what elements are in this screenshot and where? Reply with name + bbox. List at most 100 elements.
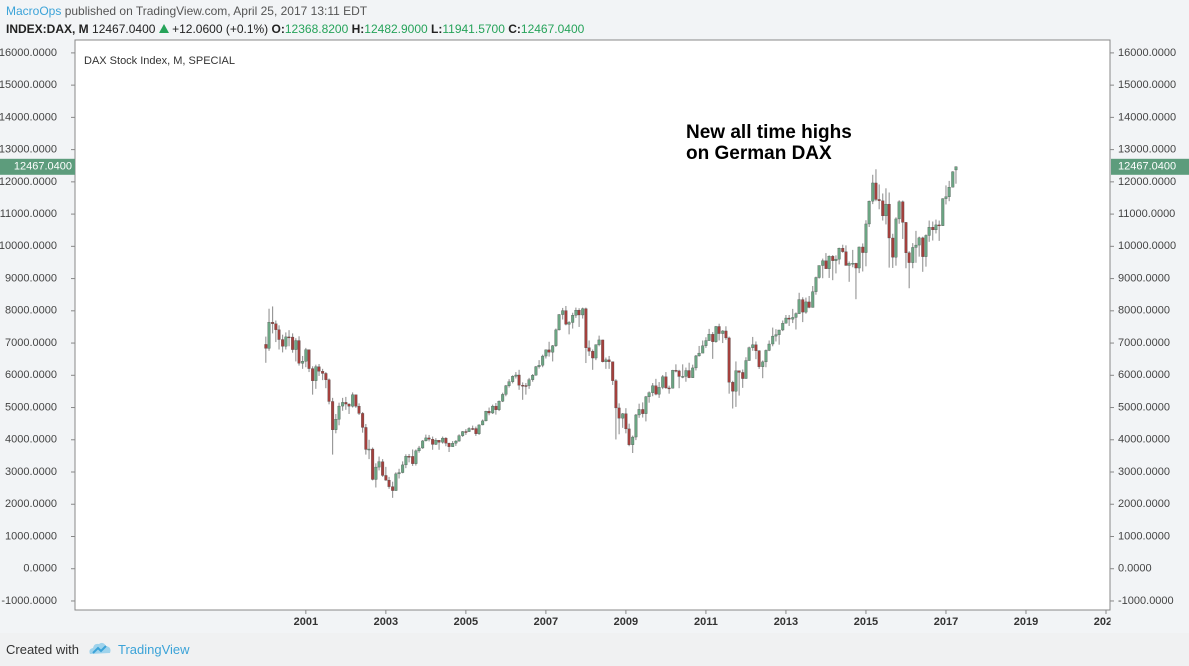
- candle-body: [747, 347, 751, 361]
- candle-body: [367, 448, 371, 451]
- candle-body: [431, 439, 435, 445]
- low-value: 11941.5700: [442, 22, 505, 36]
- candle-body: [454, 440, 458, 444]
- candle-body: [581, 308, 585, 316]
- candle-body: [451, 443, 455, 447]
- y-tick-label-right: 3000.0000: [1118, 466, 1170, 478]
- candle-body: [847, 263, 851, 266]
- y-tick-label-right: 13000.0000: [1118, 144, 1176, 156]
- candle-body: [821, 260, 825, 266]
- y-tick-label-right: 14000.0000: [1118, 111, 1176, 123]
- candle-body: [361, 413, 365, 428]
- candle-body: [484, 411, 488, 422]
- annotation: New all time highs: [686, 122, 852, 143]
- candle-body: [931, 227, 935, 231]
- candle-body: [417, 447, 421, 452]
- candle-body: [587, 347, 591, 352]
- candle-body: [474, 428, 478, 434]
- close-value: 12467.0400: [520, 22, 585, 36]
- candle-body: [307, 349, 311, 369]
- candle-body: [731, 382, 735, 392]
- right-axis-panel: [1110, 40, 1189, 630]
- candle-body: [501, 394, 505, 402]
- candle-body: [364, 427, 368, 450]
- author[interactable]: MacroOps: [6, 4, 62, 18]
- candle-body: [634, 414, 638, 438]
- candle-body: [864, 223, 868, 253]
- candle-body: [554, 329, 558, 346]
- candle-body: [894, 218, 898, 258]
- candle-body: [371, 448, 375, 480]
- candle-body: [701, 345, 705, 354]
- candle-body: [897, 201, 901, 220]
- candle-body: [311, 368, 315, 381]
- candle-body: [644, 396, 648, 414]
- candle-body: [497, 401, 501, 410]
- y-tick-label-left: 4000.0000: [5, 434, 57, 446]
- y-tick-label-left: 7000.0000: [5, 337, 57, 349]
- candle-body: [934, 224, 938, 231]
- candle-body: [671, 370, 675, 389]
- candle-body: [327, 379, 331, 402]
- candle-body: [531, 375, 535, 380]
- candle-body: [447, 443, 451, 447]
- candle-body: [794, 313, 798, 318]
- y-tick-label-left: 3000.0000: [5, 466, 57, 478]
- price-tag-right: [1111, 158, 1189, 175]
- y-tick-label-right: 7000.0000: [1118, 337, 1170, 349]
- high-key: H:: [351, 22, 365, 36]
- candle-body: [324, 373, 328, 380]
- candle-body: [601, 339, 605, 362]
- candle-body: [387, 479, 391, 487]
- candle-body: [624, 413, 628, 430]
- candle-body: [734, 370, 738, 392]
- candle-body: [947, 187, 951, 197]
- candle-body: [774, 334, 778, 337]
- y-tick-label-left: -1000.0000: [1, 595, 57, 607]
- brand[interactable]: TradingView: [118, 642, 190, 657]
- change: +12.0600 (+0.1%): [172, 22, 269, 36]
- y-tick-label-left: 13000.0000: [0, 144, 57, 156]
- y-tick-label-right: 1000.0000: [1118, 530, 1170, 542]
- y-tick-label-right: 8000.0000: [1118, 305, 1170, 317]
- candle-body: [714, 326, 718, 342]
- candle-body: [491, 405, 495, 414]
- candle-body: [867, 200, 871, 225]
- candle-body: [721, 330, 725, 334]
- candle-body: [691, 367, 695, 378]
- candle-body: [344, 402, 348, 405]
- footer: Created with TradingView: [0, 633, 1189, 666]
- candle-body: [397, 472, 401, 475]
- candle-body: [817, 265, 821, 278]
- candle-body: [604, 359, 608, 362]
- x-tick-label: 2009: [614, 616, 638, 628]
- candle-body: [471, 428, 475, 430]
- candle-body: [727, 337, 731, 383]
- y-tick-label-right: 2000.0000: [1118, 498, 1170, 510]
- candle-body: [924, 235, 928, 257]
- candle-body: [267, 322, 271, 349]
- candle-body: [707, 334, 711, 341]
- y-tick-label-right: 0.0000: [1118, 563, 1152, 575]
- y-tick-label-right: 5000.0000: [1118, 401, 1170, 413]
- candle-body: [584, 308, 588, 348]
- candle-body: [477, 424, 481, 434]
- y-tick-label-right: -1000.0000: [1118, 595, 1174, 607]
- y-tick-label-right: 16000.0000: [1118, 47, 1176, 59]
- y-tick-label-right: 15000.0000: [1118, 79, 1176, 91]
- candle-body: [757, 350, 761, 367]
- y-tick-label-left: 8000.0000: [5, 305, 57, 317]
- candle-body: [647, 392, 651, 397]
- candle-body: [527, 379, 531, 386]
- candle-body: [827, 256, 831, 269]
- candle-body: [404, 456, 408, 466]
- y-tick-label-left: 2000.0000: [5, 498, 57, 510]
- candle-body: [341, 402, 345, 407]
- candle-body: [791, 317, 795, 320]
- candle-body: [411, 456, 415, 464]
- candle-body: [797, 299, 801, 314]
- x-tick-label: 2003: [374, 616, 398, 628]
- candle-body: [871, 182, 875, 202]
- candle-body: [697, 352, 701, 357]
- candle-body: [434, 440, 438, 445]
